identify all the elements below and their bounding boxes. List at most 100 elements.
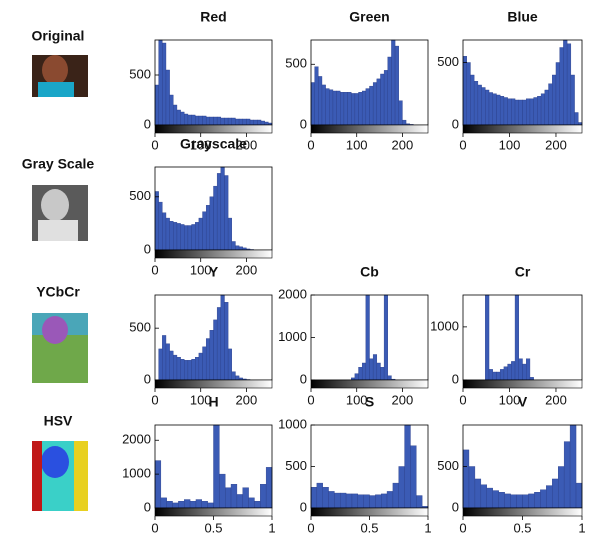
bar: [398, 100, 403, 126]
bar: [325, 88, 330, 126]
row-label: Original: [32, 28, 85, 44]
bar: [498, 492, 505, 509]
bar: [357, 494, 364, 509]
bar: [510, 494, 517, 509]
bar: [575, 482, 583, 509]
bar: [321, 84, 326, 126]
bar: [184, 113, 189, 126]
bar: [488, 92, 493, 126]
bar: [231, 117, 236, 126]
bar: [176, 109, 181, 126]
bar: [347, 92, 352, 126]
bar: [540, 489, 547, 509]
bar: [516, 494, 523, 509]
bar: [563, 441, 571, 509]
bar: [552, 74, 557, 126]
bar: [480, 484, 488, 509]
bar: [191, 359, 196, 381]
bar: [474, 478, 482, 509]
x-tick-label: 0: [151, 520, 158, 535]
x-tick-label: 200: [545, 392, 567, 407]
y-tick-label: 0: [452, 371, 459, 386]
bar: [518, 358, 523, 381]
bar: [216, 173, 222, 251]
chart-title: Blue: [507, 9, 538, 25]
bar: [176, 356, 181, 381]
bar: [332, 90, 337, 126]
bar: [180, 359, 185, 381]
bar: [526, 358, 531, 381]
row-label: HSV: [44, 413, 73, 429]
x-tick-label: 100: [190, 392, 212, 407]
colorbar: [154, 124, 273, 134]
bar: [540, 93, 546, 126]
bar: [238, 246, 243, 251]
bar: [195, 499, 202, 509]
bar: [329, 89, 334, 126]
bar: [195, 222, 200, 251]
y-tick-label: 0: [300, 116, 307, 131]
bar: [187, 225, 192, 251]
bar: [528, 493, 535, 509]
bar: [514, 99, 519, 126]
bar: [187, 360, 192, 381]
x-tick-label: 0: [307, 137, 314, 152]
bar: [365, 88, 370, 126]
bar: [392, 482, 399, 509]
bar: [363, 494, 370, 509]
bar: [380, 367, 385, 381]
bar: [198, 217, 203, 251]
x-tick-label: 0: [307, 392, 314, 407]
bar: [158, 201, 163, 251]
bar: [507, 98, 512, 126]
bar: [477, 84, 482, 126]
bar: [202, 211, 207, 251]
bar: [511, 98, 516, 126]
bar: [570, 74, 575, 126]
bar: [358, 92, 363, 126]
bar: [205, 116, 211, 126]
bar: [365, 294, 370, 381]
bar: [235, 375, 240, 381]
bar: [230, 484, 238, 509]
bar: [522, 363, 527, 381]
bar: [314, 66, 319, 126]
bar: [376, 362, 381, 381]
y-tick-label: 500: [129, 66, 151, 81]
x-tick-label: 200: [392, 392, 414, 407]
y-tick-label: 500: [437, 458, 459, 473]
bar: [398, 466, 405, 509]
chart-title: Cr: [515, 264, 531, 280]
x-tick-label: 100: [499, 137, 521, 152]
bar: [213, 116, 218, 126]
bar: [201, 501, 208, 509]
y-tick-label: 2000: [122, 432, 151, 447]
x-tick-label: 100: [190, 137, 212, 152]
bar: [410, 445, 417, 509]
bar: [558, 466, 565, 509]
bar: [358, 367, 363, 381]
bar: [220, 294, 225, 381]
bar: [257, 119, 262, 126]
thumb-hsv: [32, 441, 88, 511]
chart-title: H: [208, 394, 218, 410]
bar: [176, 223, 181, 251]
bar: [202, 346, 207, 381]
y-tick-label: 0: [452, 499, 459, 514]
bar: [345, 493, 353, 509]
bar: [462, 56, 467, 126]
thumb-original: [32, 55, 88, 97]
bar: [496, 371, 501, 381]
bar: [310, 487, 318, 509]
chart-title: V: [518, 394, 528, 410]
bar: [404, 424, 411, 509]
bar: [169, 94, 174, 126]
bar: [492, 371, 497, 381]
bar: [354, 373, 359, 381]
bar: [154, 84, 159, 126]
bar: [213, 424, 220, 509]
x-tick-label: 0: [459, 137, 466, 152]
colorbar: [310, 124, 429, 134]
bar: [209, 330, 214, 381]
bar: [216, 116, 222, 126]
